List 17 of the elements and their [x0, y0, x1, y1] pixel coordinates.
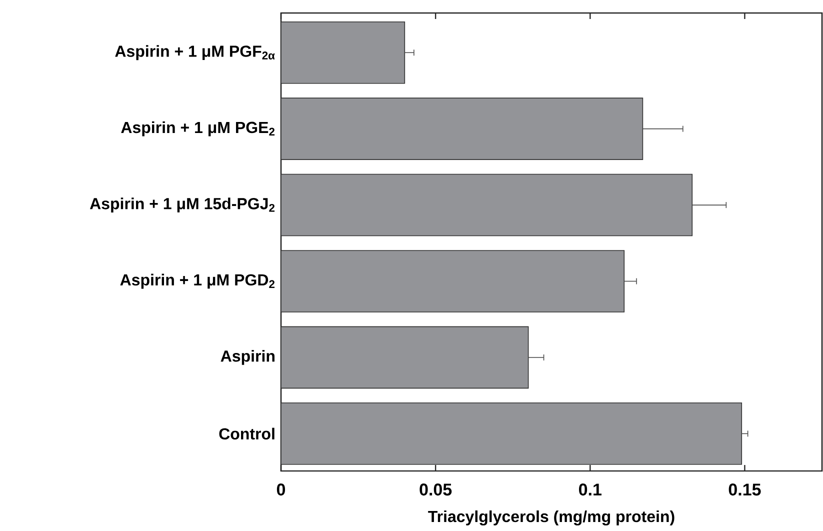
y-tick-label: Aspirin + 1 μM PGF$_{2α}$ — [115, 45, 275, 60]
bar — [280, 98, 644, 160]
x-tick-label: 0 — [276, 484, 286, 496]
y-tick-label: Control — [219, 428, 274, 440]
y-tick-label: Aspirin + 1 μM PGE$_{2}$ — [121, 121, 275, 136]
y-tick-label: Aspirin — [220, 350, 274, 365]
x-tick-label: 0.1 — [579, 484, 602, 496]
bar — [280, 402, 742, 465]
y-tick-label: Aspirin + 1 μM PGD$_{2}$ — [120, 274, 275, 289]
x-tick-label: 0.15 — [728, 484, 761, 496]
bar — [280, 174, 693, 236]
y-tick-label: Aspirin + 1 μM 15d-PGJ$_{2}$ — [90, 198, 275, 212]
x-tick-label: 0.05 — [420, 484, 452, 496]
x-axis-title: Triacylglycerols (mg/mg protein) — [428, 510, 674, 526]
bar — [280, 250, 625, 312]
bar — [280, 326, 529, 389]
bar — [280, 21, 406, 84]
